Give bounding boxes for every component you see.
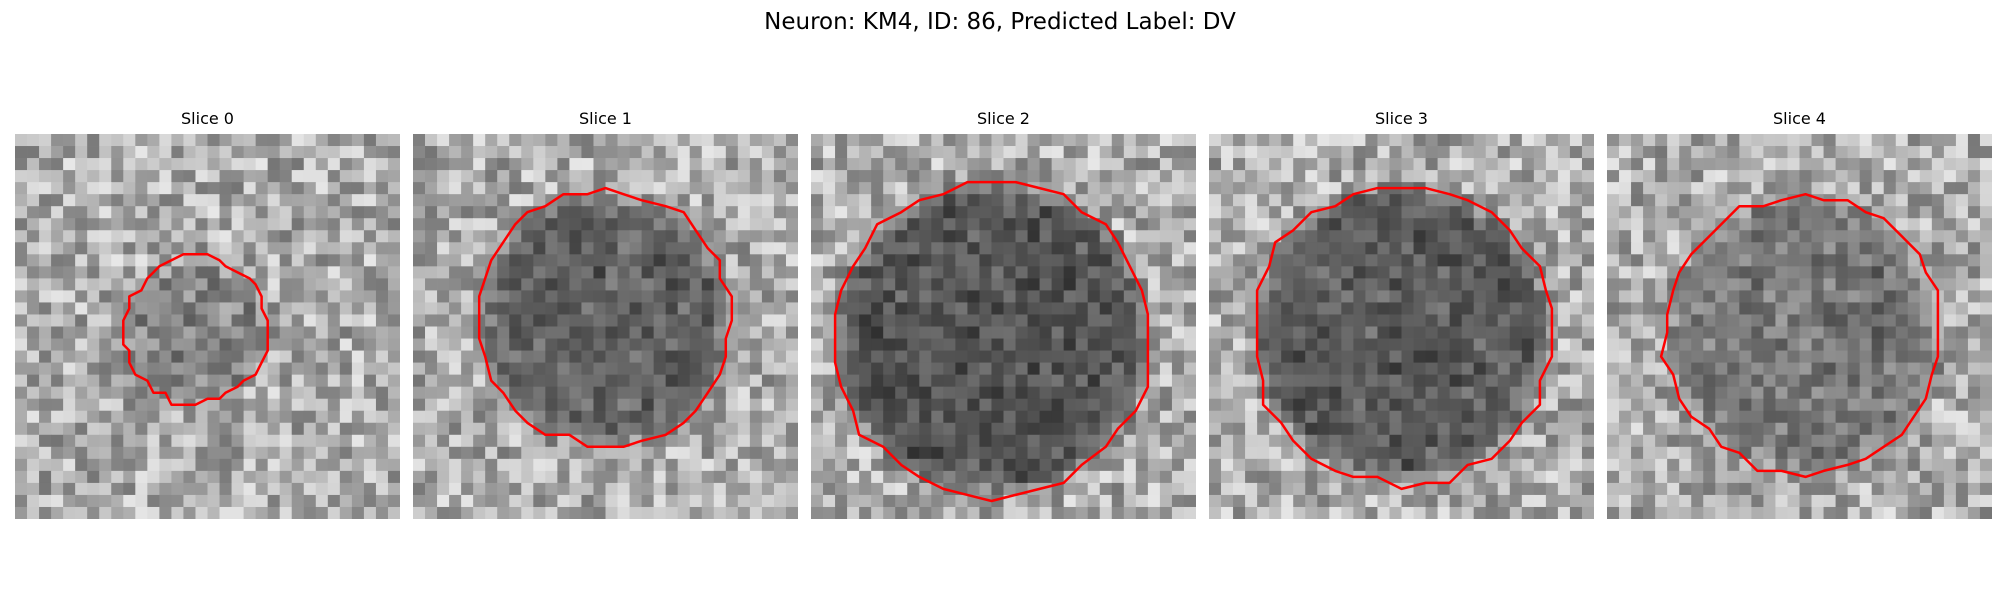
slice-panel-4: Slice 4 — [1607, 108, 1992, 519]
slice-image — [1607, 134, 1992, 519]
figure-title: Neuron: KM4, ID: 86, Predicted Label: DV — [764, 9, 1236, 35]
slice-image — [15, 134, 400, 519]
slice-title: Slice 4 — [1773, 109, 1826, 128]
contour-outline — [833, 180, 1150, 503]
slice-title: Slice 2 — [977, 109, 1030, 128]
slice-image — [811, 134, 1196, 519]
contour-outline — [1659, 192, 1940, 479]
pixel-grid — [1209, 134, 1594, 519]
slice-panel-0: Slice 0 — [15, 108, 400, 519]
slice-image — [413, 134, 798, 519]
slice-image — [1209, 134, 1594, 519]
contour-outline — [1255, 186, 1554, 491]
contour-outline — [477, 186, 734, 449]
pixel-grid — [1607, 134, 1992, 519]
pixel-grid — [15, 134, 400, 519]
contour-outline — [122, 253, 269, 406]
slice-title: Slice 1 — [579, 109, 632, 128]
pixel-grid — [413, 134, 798, 519]
slice-panel-2: Slice 2 — [811, 108, 1196, 519]
pixel-grid — [811, 134, 1196, 519]
slice-panel-3: Slice 3 — [1209, 108, 1594, 519]
slice-title: Slice 3 — [1375, 109, 1428, 128]
slice-title: Slice 0 — [181, 109, 234, 128]
slice-panel-1: Slice 1 — [413, 108, 798, 519]
